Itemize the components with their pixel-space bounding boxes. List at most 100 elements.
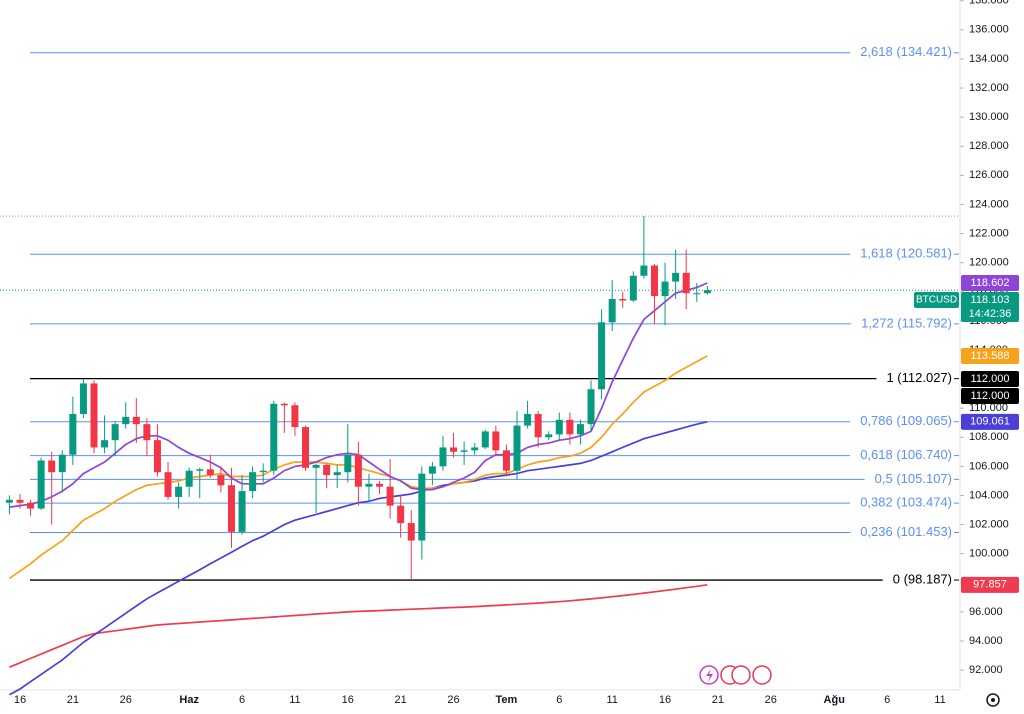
gear[interactable] [986,693,1000,707]
candle-body [153,440,161,473]
icon [706,669,713,682]
x-tick-label: 11 [606,694,617,706]
x-tick-label: 21 [67,694,79,706]
event-icons[interactable] [699,665,772,685]
candle-body [344,454,352,473]
candle-body [58,454,66,473]
candle-body [428,466,436,474]
fib-label: 0,786 (109.065) [860,413,952,428]
candle-body [175,486,183,497]
x-tick-label: 6 [884,694,890,706]
price-label-box [961,347,1019,364]
candle-body [386,486,394,506]
candle-body [143,424,151,441]
icon[interactable] [731,665,751,685]
price-label: 113.588 [971,350,1010,362]
x-tick-label: 11 [289,694,300,706]
icon[interactable] [752,665,772,685]
price-label: 109.061 [970,416,1010,428]
candle-body [492,431,500,451]
x-tick-label: 16 [659,694,671,706]
candle-body [545,434,553,438]
candle-body [69,413,77,455]
symbol-label: BTCUSD [916,295,957,306]
y-tick-label: 126.000 [969,169,1009,181]
candle-body [249,472,257,492]
x-tick-label: Tem [496,694,518,706]
candle-body [439,447,447,467]
candle-body [27,502,35,509]
price-label: 97.857 [973,579,1007,591]
price-label: 118.602 [971,277,1010,289]
x-tick-label: Ağu [824,694,845,706]
candle-body [471,447,479,451]
y-tick-label: 124.000 [969,198,1009,210]
candle-body [397,505,405,524]
price-label-box [961,413,1019,430]
x-tick-label: 16 [342,694,354,706]
x-tick-label: 26 [120,694,132,706]
candle-body [682,272,690,294]
fib-label: 0 (98.187) [893,571,952,586]
fib-label: 1,618 (120.581) [860,246,952,261]
candle-body [270,403,278,471]
price-label: 118.103 [971,294,1010,306]
y-tick-label: 106.000 [969,460,1009,472]
y-tick-label: 108.000 [969,431,1009,443]
candle-body [79,383,87,414]
candle-body [196,469,204,471]
x-tick-label: 11 [934,694,945,706]
y-tick-label: 136.000 [969,24,1009,36]
candle-body [16,499,24,503]
candle-body [206,469,214,476]
candle-body [513,425,521,471]
candle-body [354,454,362,487]
y-tick-label: 122.000 [969,227,1009,239]
price-label-box [961,576,1019,593]
candle-body [481,431,489,448]
candle-body [122,416,130,425]
y-tick-label: 102.000 [969,518,1009,530]
y-tick-label: 110.000 [969,402,1008,414]
candle-body [576,424,584,435]
y-tick-label: 96.000 [969,606,1003,618]
candle-body [37,460,45,509]
x-tick-label: Haz [179,694,199,706]
candle-body [302,427,309,468]
price-label-box [961,291,1019,322]
candle-body [672,272,680,282]
candle-body [640,265,648,276]
x-tick-label: 26 [447,694,459,706]
candle-body [450,447,458,452]
candle-body [5,499,13,503]
countdown: 14:42:36 [969,308,1012,320]
fib-label: 2,618 (134.421) [860,44,952,59]
candle-body [291,405,299,428]
candle-body [650,265,658,297]
price-label-box [961,388,1019,405]
y-tick-label: 100.000 [969,548,1009,560]
settings-icon[interactable] [986,693,1000,707]
y-tick-label: 94.000 [969,635,1003,647]
x-tick-label: 6 [239,694,245,706]
candle-body [587,389,595,425]
symbol-box [914,291,959,308]
candle-body [534,413,542,438]
y-tick-label: 130.000 [969,111,1009,123]
candle-body [333,472,341,476]
candle-body [312,464,320,468]
candle-body [217,475,225,486]
candle-body [703,290,711,294]
x-tick-label: 21 [395,694,407,706]
candle-body [365,483,373,487]
x-tick-label: 26 [765,694,777,706]
candle-body [524,413,532,426]
candle-body [280,403,288,406]
candle-body [629,275,637,301]
gear [991,698,995,702]
y-tick-label: 128.000 [969,140,1009,152]
y-tick-label: 134.000 [969,53,1009,65]
candle-body [608,299,616,323]
